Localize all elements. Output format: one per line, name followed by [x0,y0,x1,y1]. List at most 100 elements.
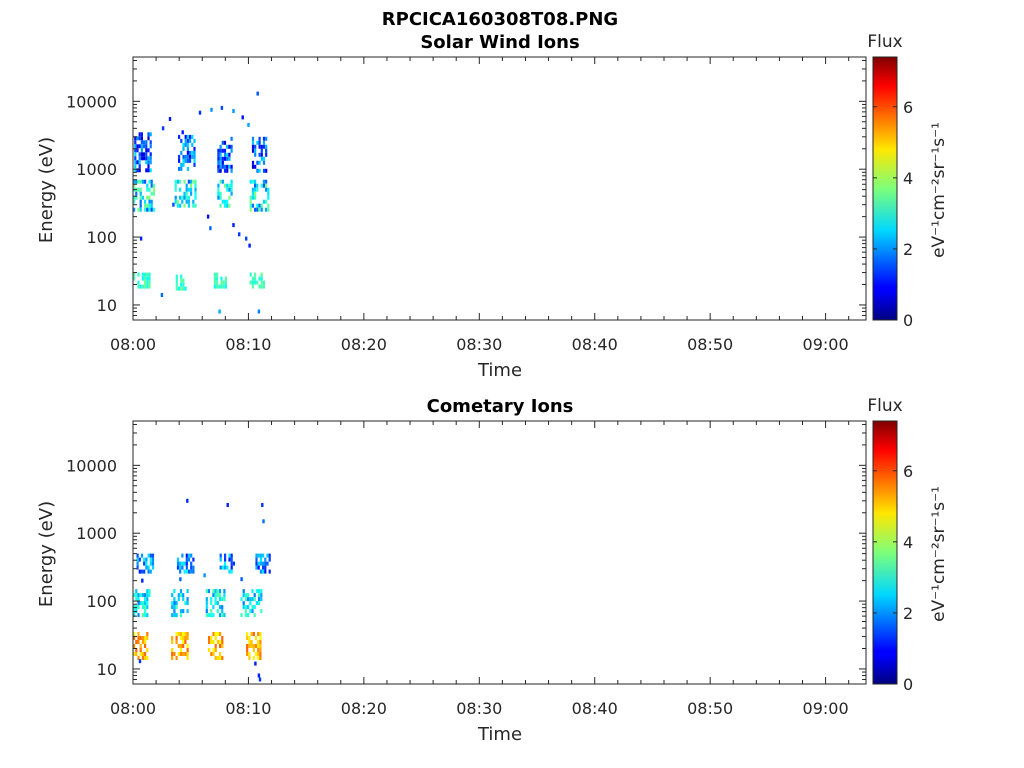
flux-cell [176,203,179,208]
x-axis-label: Time [477,360,522,381]
flux-cell [182,278,185,283]
flux-cell [260,156,263,161]
flux-cell [260,609,263,614]
flux-cell [138,144,141,149]
flux-cell [226,565,229,570]
flux-cell [190,569,193,574]
flux-cell [220,284,223,289]
flux-cell [139,652,142,656]
x-tick-label: 08:50 [687,699,733,718]
flux-cell [174,195,177,200]
flux-cell [258,677,262,682]
panel-solar-wind: Solar Wind Ions 08:00 08:10 08:20 08:30 08:4… [36,32,949,381]
flux-cell [175,601,178,606]
flux-cell [175,274,178,279]
flux-cell [259,632,262,636]
flux-cell [232,223,235,228]
flux-cell [140,148,143,153]
colorbar-tick-label: 6 [903,462,913,481]
flux-cell [148,272,151,277]
flux-cell [148,284,151,289]
flux-cell [221,156,224,161]
flux-cell [178,154,181,159]
y-tick-label: 1000 [76,524,117,543]
flux-cell [254,652,258,656]
x-tick-label: 08:10 [225,699,271,718]
flux-cell [242,605,245,610]
flux-cell [179,577,182,582]
flux-cell [173,613,176,618]
flux-cell [193,138,196,143]
flux-cell [226,156,229,161]
flux-cell [257,673,261,678]
flux-cell [254,280,257,285]
flux-cell [174,183,177,188]
flux-cell [223,597,226,602]
flux-cell [258,203,261,208]
flux-cell [221,609,224,614]
flux-cell [147,553,150,558]
flux-cell [148,593,151,598]
flux-cell [186,150,189,155]
flux-cell [259,656,262,660]
flux-cell [139,648,142,652]
flux-cell [228,152,231,157]
flux-cell [192,199,195,204]
flux-cell [181,561,184,566]
flux-cell [210,613,213,618]
flux-cell [177,597,180,602]
flux-cell [185,195,188,200]
flux-cell [258,160,261,165]
flux-cell [249,207,252,212]
flux-cell [137,640,140,644]
flux-cell [181,130,184,135]
flux-cell [144,597,147,602]
x-tick-label: 08:20 [341,699,387,718]
flux-cell [260,152,263,157]
flux-cell [182,609,185,614]
flux-cell [254,644,258,648]
flux-cell [262,519,265,524]
flux-cell [249,179,252,184]
flux-cell [133,613,136,618]
flux-cell [136,168,139,173]
flux-cell [220,276,223,281]
flux-cell [189,138,192,143]
flux-cell [141,578,144,583]
flux-cell [213,284,216,289]
flux-cell [144,652,147,656]
y-tick-label: 1000 [76,160,117,179]
flux-cell [262,168,266,173]
flux-cell [219,152,222,157]
flux-cell [136,144,139,149]
flux-cell [173,601,176,606]
flux-cell [230,557,233,562]
flux-cell [135,648,138,652]
flux-cell [228,183,231,188]
flux-cell [184,601,187,606]
flux-cell [134,136,137,141]
flux-cell [171,656,174,660]
flux-cell [179,187,182,192]
flux-cell [182,162,185,167]
flux-cell [149,132,152,137]
flux-cell [135,640,138,644]
flux-cell [184,640,187,644]
flux-cell [145,152,148,157]
flux-cell [140,136,143,141]
flux-cell [205,605,208,610]
x-tick-label: 08:00 [110,699,156,718]
flux-cell [152,207,155,212]
panel-title: Cometary Ions [427,396,574,417]
flux-cell [244,597,247,602]
flux-cell [258,601,261,606]
flux-cell [133,276,136,281]
flux-cell [228,144,231,149]
flux-cell [150,199,153,204]
flux-cell [140,156,143,161]
flux-cell [258,207,261,212]
flux-cell [180,282,183,287]
flux-cell [245,236,248,241]
flux-cell [260,276,263,281]
x-tick-label: 08:30 [456,335,502,354]
